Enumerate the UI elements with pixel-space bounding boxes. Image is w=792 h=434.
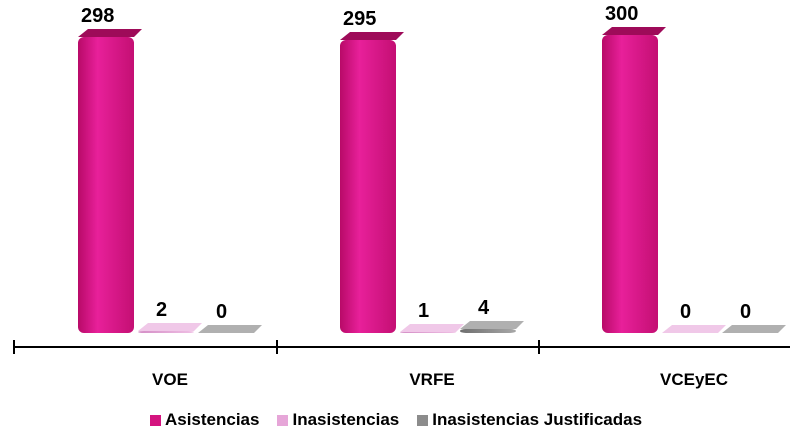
legend-swatch — [277, 414, 289, 426]
legend-swatch — [417, 414, 429, 426]
data-label: 298 — [81, 5, 114, 27]
data-label: 0 — [740, 301, 751, 323]
data-label: 295 — [343, 8, 376, 30]
data-label: 300 — [605, 3, 638, 25]
bar-top — [198, 325, 262, 333]
bar-top — [400, 324, 464, 333]
bar-top — [340, 31, 404, 40]
bar-top — [662, 325, 726, 333]
data-label: 4 — [478, 297, 490, 319]
legend-item: Inasistencias — [277, 410, 399, 430]
bar-vceyec-asistencias — [602, 35, 658, 333]
category-label: VCEyEC — [660, 370, 728, 389]
bar-voe-inasistencias — [138, 331, 194, 333]
bar-top — [602, 27, 666, 35]
bar-top — [460, 321, 524, 330]
legend-swatch — [149, 414, 161, 426]
bar-vrfe-inasistencias-justificadas — [460, 329, 516, 333]
bar-chart: 298 2 0 VOE 295 1 4 VRFE 300 0 0 VCEyEC — [13, 3, 790, 389]
category-label: VRFE — [409, 370, 454, 389]
data-label: 2 — [156, 299, 167, 321]
bar-top — [78, 28, 142, 37]
bar-vrfe-asistencias — [340, 39, 396, 333]
category-label: VOE — [152, 370, 188, 389]
data-label: 1 — [418, 300, 429, 322]
legend-label: Inasistencias — [292, 410, 400, 429]
legend-label: Asistencias — [164, 410, 260, 429]
data-label: 0 — [680, 301, 691, 323]
data-label: 0 — [216, 301, 227, 323]
legend-label: Inasistencias Justificadas — [432, 410, 643, 429]
bar-top — [138, 323, 202, 332]
bar-voe-asistencias — [78, 36, 134, 334]
bar-top — [722, 325, 786, 333]
legend: Asistencias Inasistencias Inasistencias Ju… — [0, 410, 792, 430]
legend-item: Inasistencias Justificadas — [417, 410, 642, 430]
bar-vrfe-inasistencias — [400, 332, 456, 333]
legend-item: Asistencias — [149, 410, 260, 430]
